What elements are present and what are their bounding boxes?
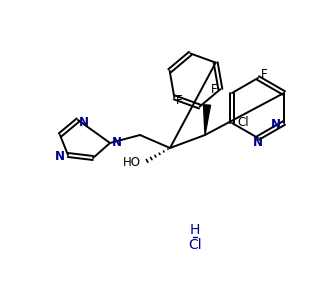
Text: HO: HO [123,157,141,169]
Text: N: N [271,119,281,132]
Polygon shape [203,105,210,135]
Text: N: N [112,135,122,148]
Text: F: F [261,67,268,80]
Text: Cl: Cl [237,117,248,130]
Text: N: N [79,115,89,128]
Text: N: N [253,137,263,149]
Text: F: F [176,94,183,107]
Text: N: N [55,149,65,162]
Text: F: F [211,83,217,96]
Text: H: H [190,223,200,237]
Text: Cl: Cl [188,238,202,252]
